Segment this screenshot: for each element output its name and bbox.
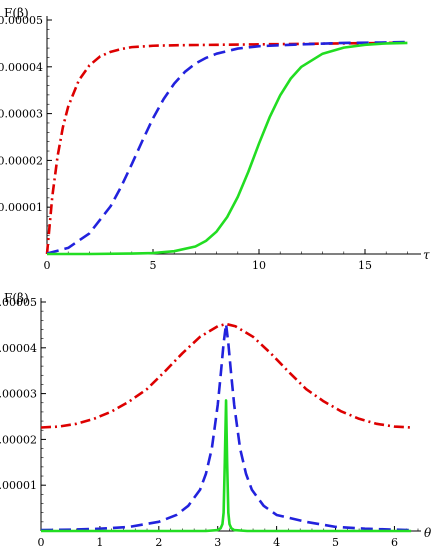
x-tick-label: 10 (252, 259, 266, 272)
series-line-solid (41, 399, 412, 533)
y-tick-label: 0.00002 (0, 433, 37, 446)
series-line-dashed (40, 322, 412, 532)
chart-panel-theta: F(β) θ 0.00001 0.00002 0.00003 0.00004 0.000… (0, 291, 432, 549)
x-tick-label: 3 (214, 536, 221, 549)
y-axis-label-bottom: F(β) (4, 291, 29, 305)
series-line-solid (47, 41, 408, 256)
x-tick-label: 4 (273, 536, 280, 549)
y-tick-label: 0.00004 (0, 342, 37, 355)
y-tick-label: 0.00002 (0, 154, 43, 167)
y-axis-label-top: F(β) (4, 6, 29, 20)
y-tick-label: 0.00005 (0, 14, 43, 27)
x-tick-label: 0 (38, 536, 45, 549)
y-tick-label: 0.00001 (0, 201, 43, 214)
x-tick-label: 6 (391, 536, 398, 549)
x-tick-label: 2 (155, 536, 162, 549)
x-axis-label-top: τ (423, 248, 430, 262)
y-tick-label: 0.00003 (0, 108, 43, 121)
series-line-dash-dot (40, 322, 412, 429)
x-axis-label-bottom: θ (424, 526, 432, 540)
y-tick-label: 0.00004 (0, 61, 43, 74)
series-line-dash-dot (45, 41, 408, 255)
y-tick-label: 0.00001 (0, 479, 37, 492)
y-tick-label: 0.00005 (0, 296, 37, 309)
x-tick-label: 15 (358, 259, 372, 272)
y-tick-label: 0.00003 (0, 388, 37, 401)
chart-panel-tau: F(β) τ 0.00001 0.00002 0.00003 0.00004 0.000… (0, 6, 430, 272)
x-tick-label: 5 (150, 259, 157, 272)
x-tick-label: 1 (96, 536, 103, 549)
series-line-dashed (46, 40, 408, 255)
x-tick-label: 5 (332, 536, 339, 549)
x-tick-label: 0 (44, 259, 51, 272)
